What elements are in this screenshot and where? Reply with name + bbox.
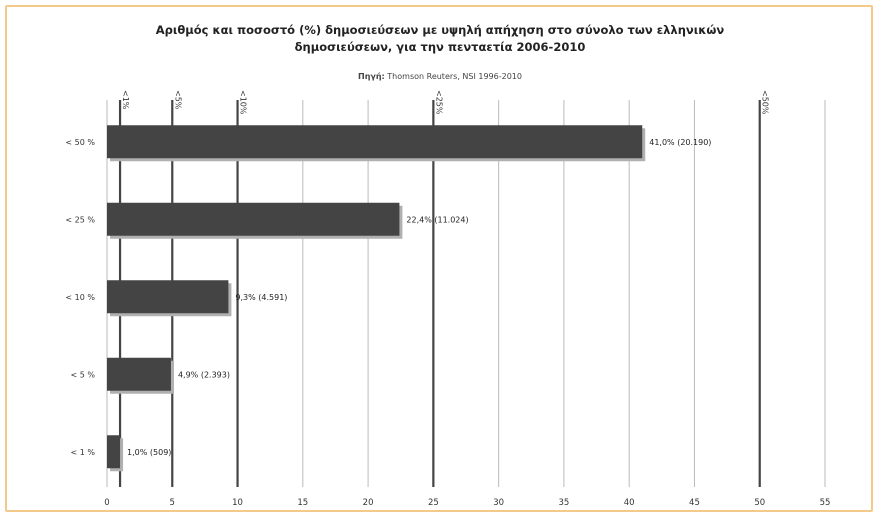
threshold-label-1: <1% <box>121 90 130 110</box>
x-tick-label-25: 25 <box>428 498 439 508</box>
threshold-label-50: <50% <box>761 90 770 115</box>
chart-title: Αριθμός και ποσοστό (%) δημοσιεύσεων με … <box>0 22 880 56</box>
bar <box>107 125 643 159</box>
chart-source: Πηγή: Thomson Reuters, NSI 1996-2010 <box>0 72 880 81</box>
data-label: 4,9% (2.393) <box>178 370 230 379</box>
x-tick-label-0: 0 <box>104 498 109 508</box>
x-tick-label-35: 35 <box>558 498 569 508</box>
bar <box>107 280 229 314</box>
source-text: Thomson Reuters, NSI 1996-2010 <box>387 72 522 81</box>
x-tick-label-55: 55 <box>820 498 831 508</box>
x-tick-label-15: 15 <box>297 498 308 508</box>
category-label: < 10 % <box>65 293 95 302</box>
category-label: < 25 % <box>65 215 95 224</box>
chart-title-line1: Αριθμός και ποσοστό (%) δημοσιεύσεων με … <box>155 23 725 37</box>
x-tick-label-30: 30 <box>493 498 504 508</box>
source-label: Πηγή: <box>358 72 385 81</box>
x-tick-label-50: 50 <box>754 498 765 508</box>
x-tick-label-5: 5 <box>170 498 175 508</box>
x-tick-label-40: 40 <box>624 498 635 508</box>
data-label: 41,0% (20.190) <box>649 138 711 147</box>
bar <box>107 202 400 236</box>
category-label: < 50 % <box>65 138 95 147</box>
threshold-label-10: <10% <box>239 90 248 115</box>
category-label: < 1 % <box>71 448 96 457</box>
data-label: 1,0% (509) <box>127 448 171 457</box>
bar <box>107 357 171 391</box>
bar <box>107 435 121 469</box>
data-label: 22,4% (11.024) <box>406 215 468 224</box>
chart-frame <box>5 5 873 512</box>
x-tick-label-20: 20 <box>363 498 374 508</box>
data-label: 9,3% (4.591) <box>235 293 287 302</box>
category-label: < 5 % <box>71 370 96 379</box>
threshold-label-25: <25% <box>434 90 443 115</box>
threshold-label-5: <5% <box>173 90 182 110</box>
chart-title-line2: δημοσιεύσεων, για την πενταετία 2006-201… <box>294 40 586 54</box>
x-tick-label-10: 10 <box>232 498 243 508</box>
x-tick-label-45: 45 <box>689 498 700 508</box>
